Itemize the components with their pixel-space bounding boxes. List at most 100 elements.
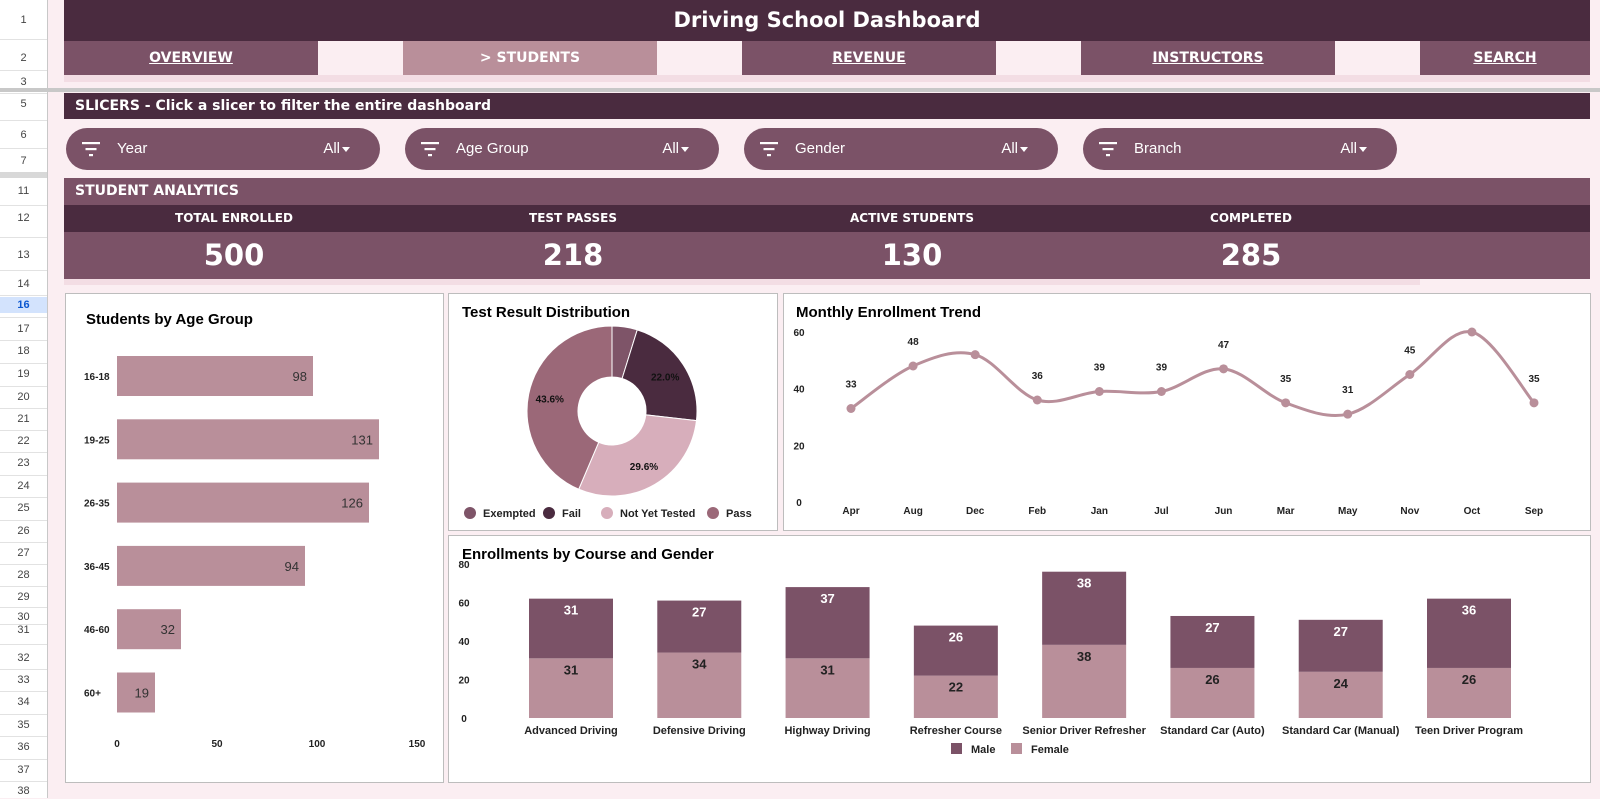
- row-number[interactable]: 18: [17, 345, 30, 357]
- bar-male: [913, 625, 998, 676]
- legend-label: Not Yet Tested: [620, 508, 695, 520]
- bar: [117, 356, 313, 396]
- bar-male: [1170, 615, 1255, 668]
- row-number[interactable]: 5: [20, 98, 27, 110]
- row-number[interactable]: 21: [17, 413, 30, 425]
- pie-slice: [526, 325, 613, 490]
- x-tick-label: Oct: [1464, 506, 1481, 517]
- tab-revenue[interactable]: REVENUE: [742, 41, 996, 75]
- bar-male: [1298, 619, 1383, 672]
- kpi-value-test-passes: 218: [542, 238, 604, 272]
- row-number[interactable]: 22: [17, 435, 30, 447]
- row-number[interactable]: 14: [17, 278, 30, 290]
- row-number[interactable]: 20: [17, 391, 30, 403]
- chart-test-result-distribution[interactable]: Test Result Distribution 22.0% 29.6% 43.6%…: [448, 293, 778, 531]
- series-line: [850, 330, 1536, 418]
- row-divider: [0, 205, 47, 206]
- row-number[interactable]: 23: [17, 457, 30, 469]
- tab-instructors[interactable]: INSTRUCTORS: [1081, 41, 1335, 75]
- data-label: 39: [1156, 363, 1168, 374]
- slicer-value: All: [1001, 140, 1018, 157]
- row-number[interactable]: 33: [17, 674, 30, 686]
- row-number[interactable]: 26: [17, 525, 30, 537]
- x-tick-label: Jul: [1154, 506, 1169, 517]
- slice-label: 29.6%: [630, 462, 658, 473]
- chart-enrollments-by-course-gender[interactable]: Enrollments by Course and Gender 0 20 40 60…: [448, 535, 1591, 783]
- tab-students[interactable]: > STUDENTS: [403, 41, 657, 75]
- data-label: 48: [908, 337, 920, 348]
- chart-students-by-age-group[interactable]: Students by Age Group 16-18 98 19-25 131 26-…: [65, 293, 444, 783]
- x-tick-label: Refresher Course: [910, 725, 1002, 737]
- pie-slice: [621, 329, 698, 422]
- slicer-branch[interactable]: Branch All: [1083, 128, 1397, 170]
- bar-female: [1427, 667, 1511, 718]
- chart-monthly-enrollment-trend[interactable]: Monthly Enrollment Trend 0 20 40 60 33 Apr 48 A…: [783, 293, 1591, 531]
- row-number[interactable]: 31: [17, 624, 30, 636]
- row-number[interactable]: 1: [20, 14, 27, 26]
- row-number[interactable]: 35: [17, 719, 30, 731]
- filter-icon: [1099, 142, 1117, 157]
- slicer-label: Branch: [1134, 140, 1182, 157]
- data-label: 47: [1218, 340, 1230, 351]
- row-number[interactable]: 12: [17, 212, 30, 224]
- row-number[interactable]: 6: [20, 129, 27, 141]
- row-divider: [0, 520, 47, 521]
- data-label: 31: [1342, 385, 1354, 396]
- chart-title: Monthly Enrollment Trend: [796, 304, 982, 321]
- filter-icon: [760, 142, 778, 157]
- row-number[interactable]: 2: [20, 52, 27, 64]
- tab-gap: [657, 41, 742, 75]
- data-label: 126: [341, 496, 363, 511]
- legend-label: Male: [971, 744, 995, 756]
- category-label: 19-25: [84, 435, 110, 446]
- data-label-female: 34: [692, 657, 707, 672]
- data-point: [1529, 398, 1539, 408]
- row-number[interactable]: 13: [17, 249, 30, 261]
- slicer-gender[interactable]: Gender All: [744, 128, 1058, 170]
- x-tick-label: Highway Driving: [784, 725, 870, 737]
- bar-female: [1042, 644, 1127, 718]
- slicer-value: All: [323, 140, 340, 157]
- slicer-year[interactable]: Year All: [66, 128, 380, 170]
- y-tick-label: 60: [793, 328, 805, 339]
- data-label-male: 37: [820, 591, 834, 606]
- row-number[interactable]: 32: [17, 652, 30, 664]
- row-number[interactable]: 17: [17, 323, 30, 335]
- bar-male: [1042, 571, 1127, 645]
- row-number[interactable]: 27: [17, 547, 30, 559]
- row-number[interactable]: 38: [17, 785, 30, 797]
- row-number[interactable]: 34: [17, 696, 30, 708]
- kpi-label-active-students: ACTIVE STUDENTS: [849, 211, 974, 225]
- freeze-line[interactable]: [0, 88, 1600, 92]
- slicer-age-group[interactable]: Age Group All: [405, 128, 719, 170]
- data-point: [1343, 409, 1353, 419]
- tab-overview[interactable]: OVERVIEW: [64, 41, 318, 75]
- row-divider: [0, 691, 47, 692]
- row-number[interactable]: 19: [17, 368, 30, 380]
- y-tick-label: 40: [793, 385, 805, 396]
- row-number[interactable]: 3: [20, 76, 27, 88]
- legend-label: Exempted: [483, 508, 536, 520]
- x-tick-label: Apr: [842, 506, 859, 517]
- row-number[interactable]: 24: [17, 480, 30, 492]
- x-tick-label: Advanced Driving: [524, 725, 618, 737]
- row-number[interactable]: 30: [17, 611, 30, 623]
- slicer-value: All: [662, 140, 679, 157]
- data-point: [908, 361, 918, 371]
- row-number[interactable]: 37: [17, 764, 30, 776]
- row-number[interactable]: 25: [17, 502, 30, 514]
- row-number[interactable]: 28: [17, 569, 30, 581]
- y-tick-label: 20: [458, 676, 470, 687]
- row-number[interactable]: 16: [0, 297, 47, 313]
- kpi-labels-row: TOTAL ENROLLED TEST PASSES ACTIVE STUDEN…: [64, 205, 1590, 232]
- tab-search[interactable]: SEARCH: [1420, 41, 1590, 75]
- row-number[interactable]: 29: [17, 591, 30, 603]
- row-number[interactable]: 36: [17, 741, 30, 753]
- x-tick-label: Defensive Driving: [653, 725, 746, 737]
- row-number[interactable]: 7: [20, 155, 27, 167]
- row-number[interactable]: 11: [17, 185, 30, 197]
- hidden-rows-marker[interactable]: [0, 172, 47, 178]
- y-tick-label: 20: [793, 441, 805, 452]
- data-label: 32: [161, 622, 175, 637]
- slicers-header: SLICERS - Click a slicer to filter the e…: [64, 93, 1590, 119]
